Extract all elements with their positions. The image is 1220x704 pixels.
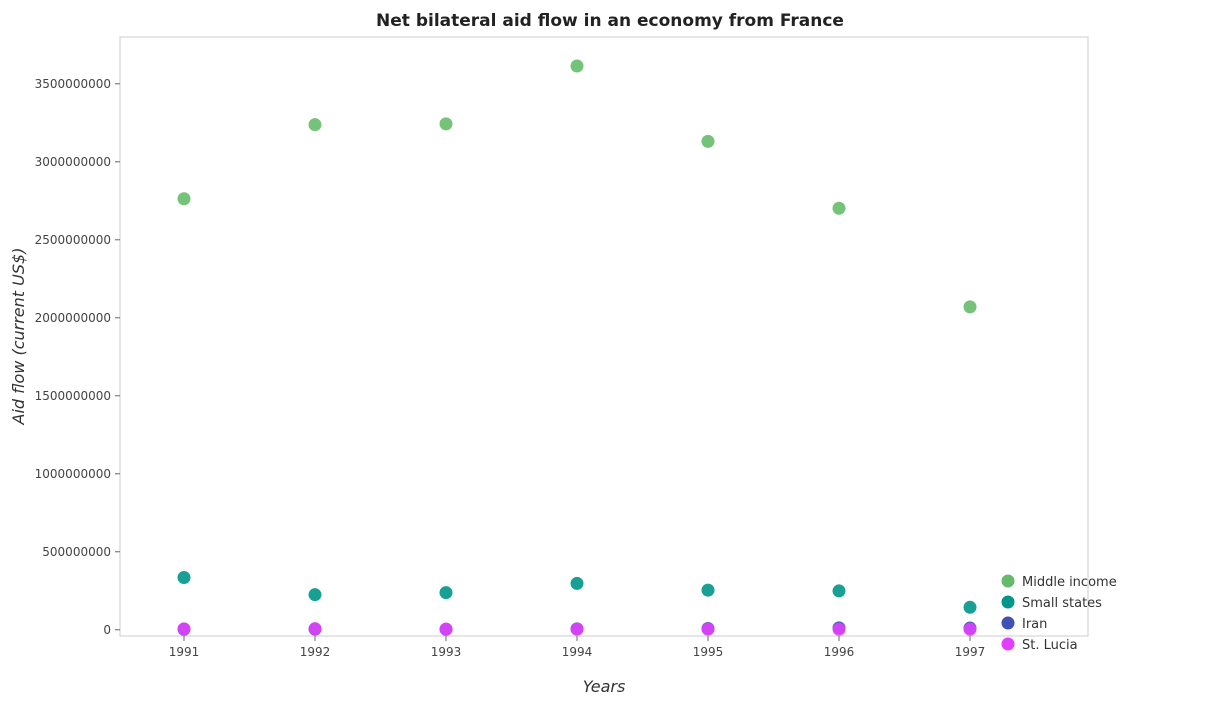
- x-axis: 1991 1992 1993 1994 1995 1996 1997: [169, 636, 986, 659]
- point-middle-income: [177, 192, 191, 206]
- point-small-states: [701, 583, 715, 597]
- point-small-states: [570, 576, 584, 590]
- x-tick-label: 1996: [824, 645, 855, 659]
- legend-label-small-states: Small states: [1022, 596, 1102, 611]
- x-tick-label: 1997: [955, 645, 986, 659]
- y-tick-label: 500000000: [42, 545, 111, 559]
- x-tick-label: 1995: [693, 645, 724, 659]
- legend: Middle income Small states Iran St. Lucia: [1001, 574, 1117, 653]
- point-st-lucia: [439, 622, 453, 636]
- legend-marker-middle-income: [1001, 574, 1015, 588]
- point-middle-income: [832, 201, 846, 215]
- point-small-states: [308, 588, 322, 602]
- y-tick-label: 2500000000: [35, 233, 111, 247]
- point-small-states: [963, 600, 977, 614]
- point-st-lucia: [570, 622, 584, 636]
- data-points: [177, 59, 977, 636]
- x-tick-label: 1993: [431, 645, 462, 659]
- point-middle-income: [963, 300, 977, 314]
- y-axis: 0 500000000 1000000000 1500000000 2000000000…: [35, 77, 120, 637]
- point-middle-income: [570, 59, 584, 73]
- point-st-lucia: [177, 622, 191, 636]
- legend-label-iran: Iran: [1022, 617, 1047, 632]
- y-tick-label: 3000000000: [35, 155, 111, 169]
- y-axis-label: Aid flow (current US$): [9, 248, 28, 426]
- point-st-lucia: [308, 622, 322, 636]
- point-small-states: [832, 584, 846, 598]
- point-middle-income: [701, 134, 715, 148]
- x-tick-label: 1991: [169, 645, 200, 659]
- point-middle-income: [439, 117, 453, 131]
- point-middle-income: [308, 118, 322, 132]
- point-st-lucia: [701, 622, 715, 636]
- x-tick-label: 1992: [300, 645, 331, 659]
- legend-marker-st-lucia: [1001, 637, 1015, 651]
- legend-label-middle-income: Middle income: [1022, 575, 1117, 590]
- x-axis-label: Years: [583, 677, 626, 696]
- legend-marker-small-states: [1001, 595, 1015, 609]
- y-tick-label: 0: [103, 623, 111, 637]
- chart-title: Net bilateral aid flow in an economy fro…: [376, 11, 844, 31]
- point-st-lucia: [963, 622, 977, 636]
- point-st-lucia: [832, 622, 846, 636]
- y-tick-label: 2000000000: [35, 311, 111, 325]
- y-tick-label: 1000000000: [35, 467, 111, 481]
- legend-label-st-lucia: St. Lucia: [1022, 638, 1078, 653]
- plot-area: [119, 36, 1089, 637]
- point-small-states: [439, 586, 453, 600]
- y-tick-label: 1500000000: [35, 389, 111, 403]
- y-tick-label: 3500000000: [35, 77, 111, 91]
- x-tick-label: 1994: [562, 645, 593, 659]
- point-small-states: [177, 571, 191, 585]
- legend-marker-iran: [1001, 616, 1015, 630]
